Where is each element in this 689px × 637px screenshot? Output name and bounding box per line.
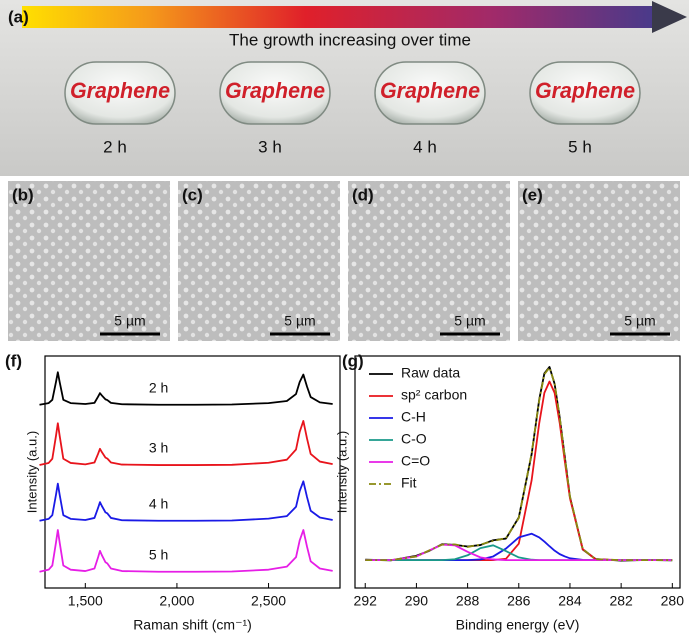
- legend-label: C-H: [401, 409, 426, 425]
- plot-frame: [354, 355, 681, 589]
- panel-label: (e): [522, 185, 543, 204]
- series-label: 5 h: [149, 546, 168, 562]
- time-label: 3 h: [258, 137, 282, 156]
- charts: 1,500 2,000 2,500 Raman shift (cm⁻¹) Intensi…: [5, 351, 684, 632]
- y-axis-label: Intensity (a.u.): [24, 431, 39, 513]
- arrow-head: [652, 1, 687, 33]
- panel-label: (b): [12, 185, 34, 204]
- legend-label: C-O: [401, 431, 427, 447]
- scale-label: 5 µm: [624, 313, 655, 329]
- x-tick-label: 292: [354, 593, 378, 609]
- legend-label: C=O: [401, 453, 430, 469]
- x-axis-label: Binding energy (eV): [456, 617, 580, 633]
- time-label: 5 h: [568, 137, 592, 156]
- series-label: 2 h: [149, 379, 168, 395]
- panel-label: (c): [182, 185, 203, 204]
- series-label: 4 h: [149, 495, 168, 511]
- panel-label: (g): [342, 351, 364, 370]
- y-axis-label: Intensity (a.u.): [334, 431, 349, 513]
- sem-image: [8, 181, 170, 341]
- droplet: [529, 61, 641, 125]
- droplet: [219, 61, 331, 125]
- x-tick-label: 2,500: [251, 593, 286, 609]
- x-tick-label: 288: [456, 593, 480, 609]
- scale-label: 5 µm: [284, 313, 315, 329]
- photo-items: Graphene 2 h Graphene 3 h Graphene 4 h Graphen…: [64, 61, 641, 156]
- scale-label: 5 µm: [114, 313, 145, 329]
- droplet-text: Graphene: [535, 78, 635, 103]
- panel-label: (d): [352, 185, 374, 204]
- series-line: [39, 420, 333, 466]
- x-tick-label: 282: [609, 593, 633, 609]
- panel-label: (f): [5, 351, 22, 370]
- x-tick-label: 290: [405, 593, 429, 609]
- panel-label: (a): [8, 7, 29, 26]
- series-line: [39, 371, 333, 406]
- legend-label: Raw data: [401, 365, 460, 381]
- plot-frame: [44, 355, 341, 589]
- sem-image: [518, 181, 680, 341]
- droplet-text: Graphene: [225, 78, 325, 103]
- series-line: [39, 480, 333, 522]
- series-line: [39, 529, 333, 573]
- droplet-text: Graphene: [380, 78, 480, 103]
- legend-label: Fit: [401, 475, 417, 491]
- legend-label: sp² carbon: [401, 387, 467, 403]
- droplet: [64, 61, 176, 125]
- time-label: 4 h: [413, 137, 437, 156]
- x-axis-label: Raman shift (cm⁻¹): [133, 617, 252, 633]
- x-tick-label: 280: [661, 593, 685, 609]
- sem-image: [348, 181, 510, 341]
- sem-panels: (b) 5 µm (c) 5 µm (d) 5 µm (e) 5 µm: [8, 181, 680, 341]
- scale-label: 5 µm: [454, 313, 485, 329]
- droplet: [374, 61, 486, 125]
- x-tick-label: 286: [507, 593, 531, 609]
- growth-arrow: [22, 6, 652, 28]
- series-line: [365, 366, 673, 562]
- x-tick-label: 2,000: [159, 593, 194, 609]
- x-tick-label: 284: [558, 593, 582, 609]
- droplet-text: Graphene: [70, 78, 170, 103]
- caption: The growth increasing over time: [229, 30, 471, 49]
- series-label: 3 h: [149, 440, 168, 456]
- sem-image: [178, 181, 340, 341]
- x-tick-label: 1,500: [68, 593, 103, 609]
- time-label: 2 h: [103, 137, 127, 156]
